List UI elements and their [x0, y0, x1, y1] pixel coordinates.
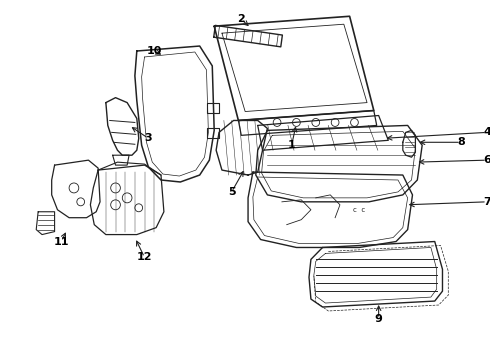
Text: 11: 11 — [53, 237, 69, 247]
Text: 1: 1 — [288, 140, 295, 150]
Text: 6: 6 — [483, 155, 490, 165]
Text: 12: 12 — [137, 252, 152, 262]
Text: 4: 4 — [483, 127, 490, 138]
Text: 8: 8 — [457, 137, 465, 147]
Text: 9: 9 — [375, 314, 383, 324]
Text: 7: 7 — [483, 197, 490, 207]
Text: c  c: c c — [353, 207, 366, 213]
Text: 5: 5 — [228, 187, 235, 197]
Text: 10: 10 — [147, 46, 162, 56]
Text: 3: 3 — [145, 133, 152, 143]
Text: 2: 2 — [238, 14, 245, 24]
